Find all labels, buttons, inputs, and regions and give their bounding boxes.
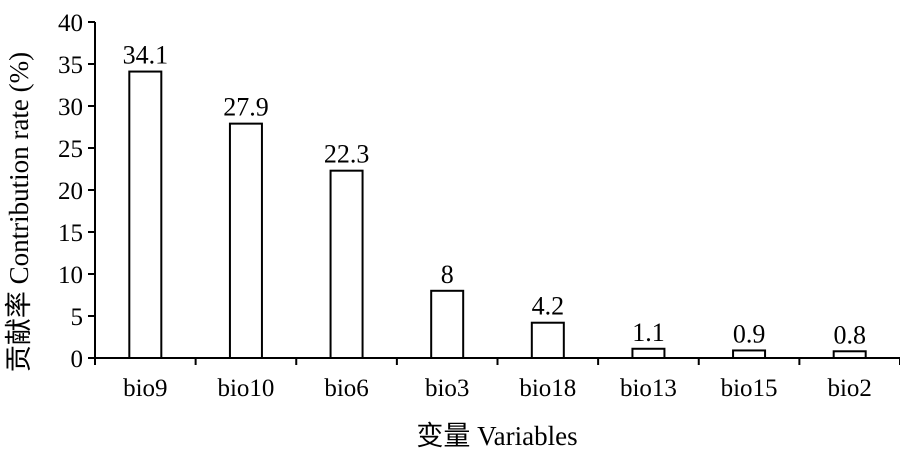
y-tick-label: 5 [71,304,84,331]
data-label: 4.2 [532,292,565,321]
bar [832,350,867,359]
y-tick-label: 30 [58,94,83,121]
x-axis-title: 变量 Variables [416,421,577,451]
x-tick-label: bio18 [519,375,576,402]
bar [530,321,565,359]
x-tick-label: bio6 [324,375,368,402]
x-tick-label: bio2 [827,375,871,402]
y-axis-title: 贡献率 Contribution rate (%) [4,52,34,372]
y-tick-label: 35 [58,52,83,79]
bar [329,169,364,359]
bar [228,122,263,359]
x-tick-label: bio15 [721,375,778,402]
x-tick-label: bio10 [217,375,274,402]
y-tick-label: 10 [58,262,83,289]
plot-area: 0 5 10 15 20 25 30 35 40 bio9 34.1 bio10 27.9 bio6 22.… [58,10,900,402]
bar [128,70,163,359]
x-tick-label: bio9 [123,375,167,402]
data-label: 27.9 [223,93,269,122]
data-label: 8 [441,260,454,289]
bar [732,349,767,360]
data-label: 22.3 [324,140,370,169]
data-label: 1.1 [632,318,665,347]
y-tick-label: 0 [71,346,84,373]
y-tick-label: 20 [58,178,83,205]
data-label: 34.1 [123,41,169,70]
bar [430,289,465,359]
bar [631,347,666,360]
data-label: 0.9 [733,319,766,348]
x-tick-label: bio3 [425,375,469,402]
y-tick-label: 15 [58,220,83,247]
y-tick-label: 25 [58,136,83,163]
y-tick-label: 40 [58,10,83,37]
x-tick-label: bio13 [620,375,677,402]
data-label: 0.8 [833,320,866,349]
